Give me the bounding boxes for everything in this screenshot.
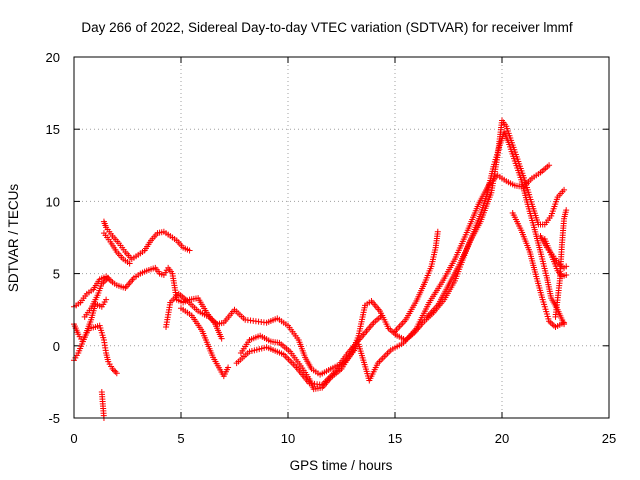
y-tick-label: -5: [48, 411, 60, 426]
data-point: [218, 335, 225, 342]
y-tick-label: 15: [46, 122, 60, 137]
data-point: [434, 228, 441, 235]
plot-frame: [73, 56, 610, 419]
data-point: [103, 296, 110, 303]
data-point: [105, 274, 112, 281]
data-point: [563, 272, 570, 279]
x-axis-label: GPS time / hours: [290, 458, 393, 473]
x-tick-label: 0: [70, 431, 77, 446]
data-point: [546, 162, 553, 169]
data-point: [561, 319, 568, 326]
data-point: [109, 365, 116, 372]
axis-ticks: 0 5 10 15 20 25 -5 0 5 10 15 20: [46, 50, 617, 446]
interpolated-point: [112, 368, 119, 375]
chart-title: Day 266 of 2022, Sidereal Day-to-day VTE…: [81, 20, 572, 35]
y-tick-label: 20: [46, 50, 60, 65]
x-tick-label: 15: [388, 431, 402, 446]
data-point: [563, 207, 570, 214]
x-tick-label: 20: [495, 431, 509, 446]
data-point: [225, 364, 232, 371]
data-point: [561, 186, 568, 193]
data-point: [113, 370, 120, 377]
data-markers: [71, 117, 570, 421]
data-point: [563, 263, 570, 270]
x-tick-label: 25: [602, 431, 616, 446]
x-tick-label: 10: [281, 431, 295, 446]
data-point: [126, 260, 133, 267]
y-tick-label: 5: [53, 267, 60, 282]
interpolated-point: [110, 367, 117, 374]
data-point: [186, 247, 193, 254]
y-axis-label: SDTVAR / TECUs: [6, 184, 21, 293]
y-tick-label: 10: [46, 194, 60, 209]
y-tick-label: 0: [53, 339, 60, 354]
x-tick-label: 5: [177, 431, 184, 446]
